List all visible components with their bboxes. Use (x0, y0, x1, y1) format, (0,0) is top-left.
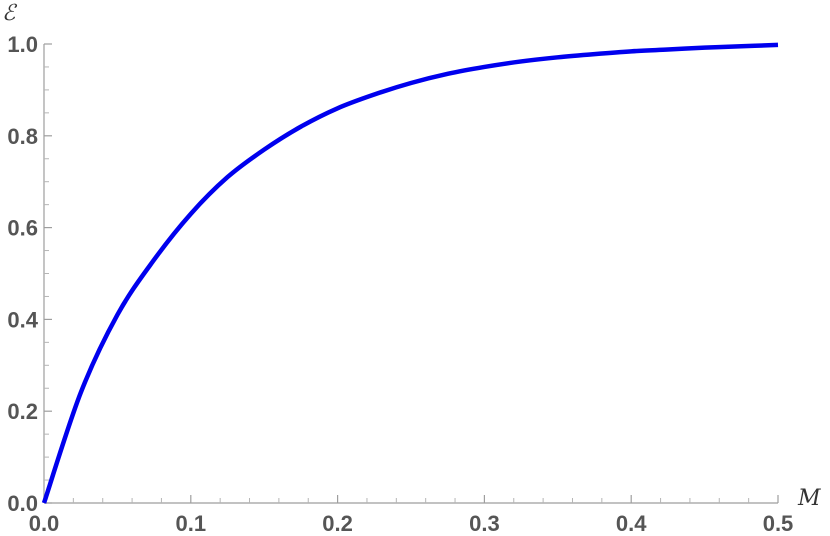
y-axis-label: ℰ (2, 1, 18, 26)
y-tick-label: 0.0 (7, 491, 38, 516)
x-tick-label: 0.2 (322, 511, 353, 536)
x-axis-label: M (797, 486, 821, 511)
axes (43, 44, 778, 504)
x-tick-label: 0.0 (29, 511, 60, 536)
y-tick-label: 0.6 (7, 216, 38, 241)
minor-ticks (44, 66, 750, 503)
y-tick-label: 1.0 (7, 32, 38, 57)
y-tick-label: 0.2 (7, 399, 38, 424)
y-tick-label: 0.8 (7, 124, 38, 149)
major-ticks (43, 43, 779, 504)
x-tick-label: 0.5 (763, 511, 794, 536)
x-tick-label: 0.4 (616, 511, 647, 536)
x-tick-labels: 0.0 0.1 0.2 0.3 0.4 0.5 (29, 511, 794, 536)
y-tick-label: 0.4 (7, 307, 38, 332)
series-group (41, 42, 779, 504)
x-tick-label: 0.1 (176, 511, 207, 536)
series-line (41, 42, 779, 504)
x-tick-label: 0.3 (469, 511, 500, 536)
y-tick-labels: 0.0 0.2 0.4 0.6 0.8 1.0 (7, 32, 38, 516)
